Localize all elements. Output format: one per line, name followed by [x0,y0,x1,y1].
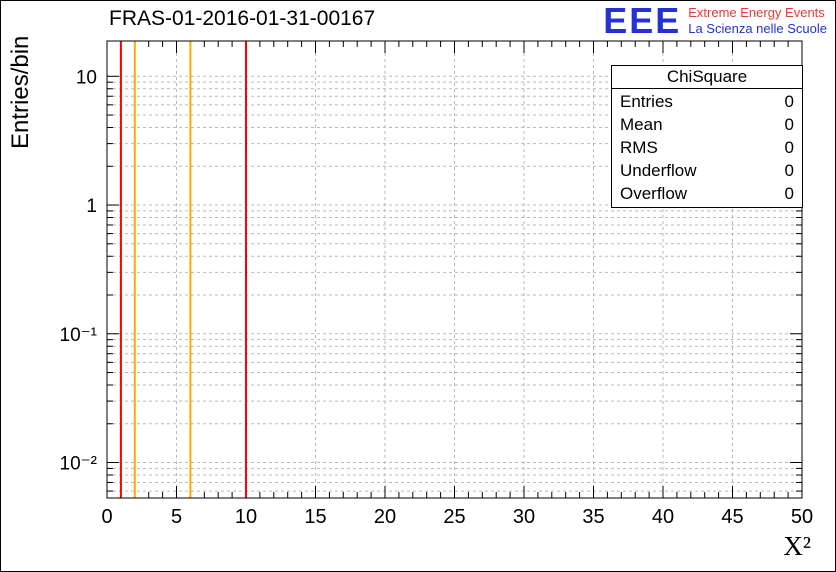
stats-box: ChiSquare Entries 0 Mean 0 RMS 0 Underfl… [611,65,803,208]
x-tick-label: 10 [235,506,257,528]
y-tick-label: 10⁻¹ [60,325,98,346]
x-tick-label: 45 [721,506,743,528]
stats-box-rows: Entries 0 Mean 0 RMS 0 Underflow 0 Overf… [612,89,802,206]
stat-label: Mean [620,115,663,134]
page-title: FRAS-01-2016-01-31-00167 [109,7,376,30]
x-tick-label: 15 [304,506,326,528]
eee-logo-line1: Extreme Energy Events [688,5,825,20]
stat-value: 0 [784,138,794,157]
x-tick-label: 50 [791,506,813,528]
stat-label: Underflow [620,161,697,180]
x-tick-label: 20 [374,506,396,528]
x-tick-label: 0 [101,506,112,528]
y-tick-label: 10⁻² [60,454,98,475]
stats-box-title: ChiSquare [612,66,802,89]
stat-value: 0 [784,92,794,111]
eee-logo-subtitle: Extreme Energy Events La Scienza nelle S… [688,5,827,37]
y-axis-title: Entries/bin [7,35,34,149]
stat-row-underflow: Underflow 0 [612,159,802,182]
stat-row-rms: RMS 0 [612,136,802,159]
eee-logo-text: EEE [603,0,682,41]
y-tick-label: 1 [86,196,97,217]
x-tick-label: 5 [171,506,182,528]
stat-value: 0 [784,161,794,180]
x-tick-label: 40 [652,506,674,528]
y-tick-label: 10 [76,67,97,88]
stat-label: RMS [620,138,658,157]
x-tick-label: 25 [443,506,465,528]
stat-label: Overflow [620,184,688,203]
stat-row-entries: Entries 0 [612,90,802,113]
stat-label: Entries [620,92,673,111]
stat-row-mean: Mean 0 [612,113,802,136]
x-axis-title: X² [783,531,811,561]
stat-value: 0 [784,184,794,203]
eee-logo: EEE Extreme Energy Events La Scienza nel… [603,0,827,41]
x-tick-label: 30 [513,506,535,528]
plot-frame [106,40,803,499]
stat-value: 0 [784,115,794,134]
x-tick-label: 35 [582,506,604,528]
stat-row-overflow: Overflow 0 [612,182,802,205]
eee-logo-line2: La Scienza nelle Scuole [688,21,827,36]
